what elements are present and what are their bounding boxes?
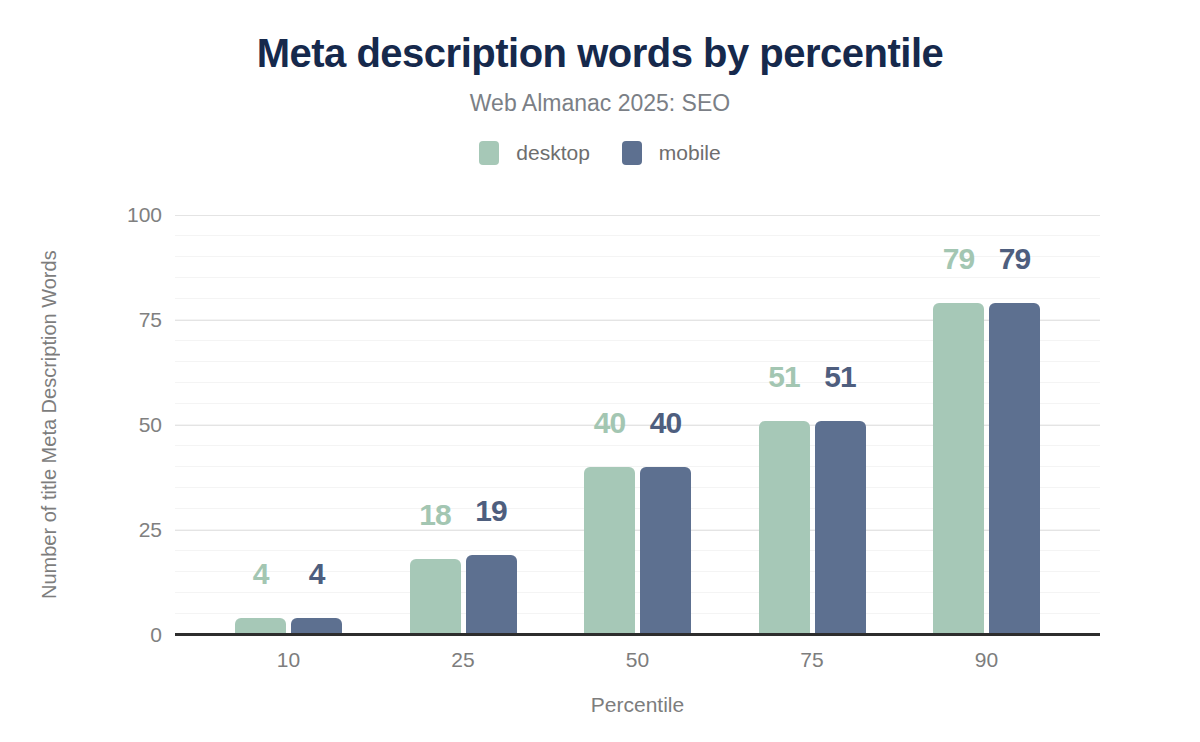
- bar-value-desktop-p10: 4: [253, 557, 269, 591]
- y-tick-0: 0: [92, 624, 162, 646]
- bar-group-p50: 40 40 50: [584, 467, 691, 635]
- legend-label-mobile: mobile: [659, 141, 721, 165]
- bar-value-mobile-p25: 19: [475, 494, 506, 528]
- bar-mobile-p75: 51: [815, 421, 866, 635]
- bar-value-mobile-p90: 79: [999, 242, 1030, 276]
- x-axis-line: [175, 633, 1100, 636]
- legend-swatch-desktop: [479, 141, 499, 165]
- legend: desktop mobile: [0, 141, 1200, 165]
- bar-mobile-p90: 79: [989, 303, 1040, 635]
- bar-value-mobile-p50: 40: [650, 406, 681, 440]
- y-tick-75: 75: [92, 309, 162, 331]
- y-tick-50: 50: [92, 414, 162, 436]
- legend-label-desktop: desktop: [516, 141, 590, 165]
- bar-desktop-p50: 40: [584, 467, 635, 635]
- plot-area: 100 75 50 25 0 4 4 10 18 19: [175, 215, 1100, 635]
- bar-group-p25: 18 19 25: [410, 555, 517, 635]
- y-tick-100: 100: [92, 204, 162, 226]
- chart-subtitle: Web Almanac 2025: SEO: [0, 89, 1200, 117]
- legend-item-mobile: mobile: [622, 141, 721, 165]
- bar-value-desktop-p25: 18: [419, 498, 450, 532]
- x-tick-p90: 90: [975, 648, 998, 672]
- x-tick-p75: 75: [800, 648, 823, 672]
- bar-value-desktop-p75: 51: [768, 360, 799, 394]
- bar-groups: 4 4 10 18 19 25 40: [175, 215, 1100, 635]
- bar-value-mobile-p75: 51: [824, 360, 855, 394]
- y-tick-25: 25: [92, 519, 162, 541]
- bar-group-p75: 51 51 75: [759, 421, 866, 635]
- bar-value-mobile-p10: 4: [309, 557, 325, 591]
- bar-value-desktop-p50: 40: [594, 406, 625, 440]
- bar-desktop-p90: 79: [933, 303, 984, 635]
- bar-desktop-p25: 18: [410, 559, 461, 635]
- bar-mobile-p50: 40: [640, 467, 691, 635]
- legend-swatch-mobile: [622, 141, 642, 165]
- x-axis-title: Percentile: [175, 693, 1100, 717]
- bar-mobile-p25: 19: [466, 555, 517, 635]
- bar-desktop-p75: 51: [759, 421, 810, 635]
- legend-item-desktop: desktop: [479, 141, 590, 165]
- chart-card: Meta description words by percentile Web…: [0, 0, 1200, 742]
- y-axis-title: Number of title Meta Description Words: [34, 215, 64, 635]
- bar-value-desktop-p90: 79: [943, 242, 974, 276]
- x-tick-p50: 50: [626, 648, 649, 672]
- x-tick-p25: 25: [451, 648, 474, 672]
- chart-title: Meta description words by percentile: [0, 30, 1200, 76]
- x-tick-p10: 10: [277, 648, 300, 672]
- bar-group-p90: 79 79 90: [933, 303, 1040, 635]
